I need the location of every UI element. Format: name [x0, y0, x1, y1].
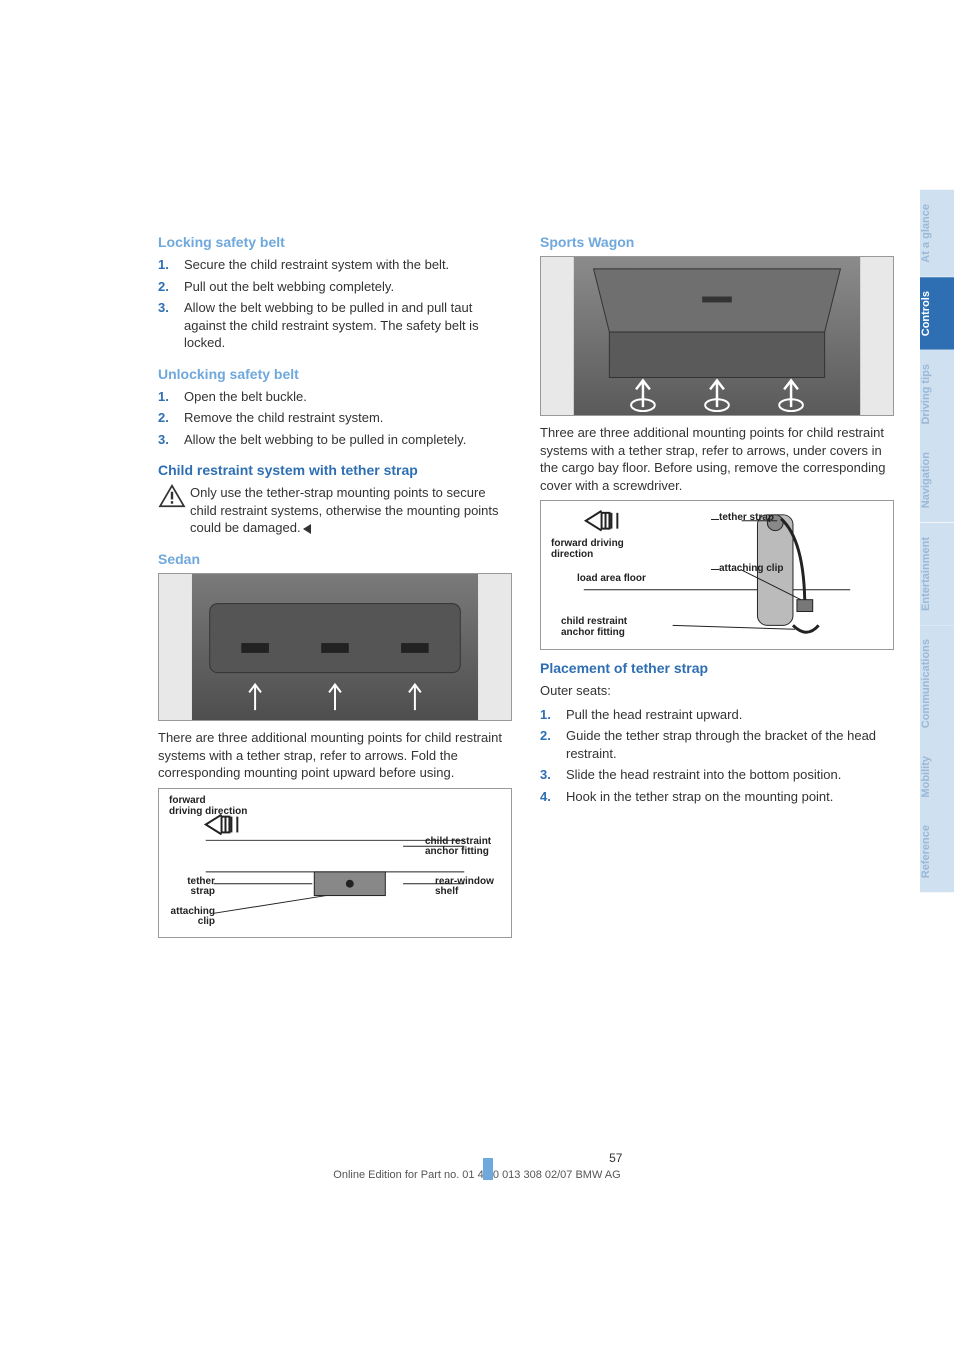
heading-locking: Locking safety belt	[158, 234, 512, 250]
footer-edition-line: Online Edition for Part no. 01 41 0 013 …	[0, 1169, 954, 1181]
heading-tether: Child restraint system with tether strap	[158, 462, 512, 478]
figure-wagon-diagram: forward driving direction load area floo…	[540, 500, 894, 650]
warning-text: Only use the tether-strap mounting point…	[190, 484, 512, 537]
list-item: 1.Open the belt buckle.	[158, 388, 512, 406]
warning-icon	[158, 484, 186, 508]
list-unlocking: 1.Open the belt buckle. 2.Remove the chi…	[158, 388, 512, 449]
list-item: 1.Pull the head restraint upward.	[540, 706, 894, 724]
list-item: 2.Remove the child restraint system.	[158, 409, 512, 427]
list-item: 1.Secure the child restraint system with…	[158, 256, 512, 274]
list-item: 3.Allow the belt webbing to be pulled in…	[158, 431, 512, 449]
tab-navigation[interactable]: Navigation	[920, 438, 954, 522]
tab-controls[interactable]: Controls	[920, 277, 954, 350]
subhead-outer-seats: Outer seats:	[540, 682, 894, 700]
figure-wagon-photo	[540, 256, 894, 416]
tab-entertainment[interactable]: Entertainment	[920, 523, 954, 625]
figure-sedan-photo	[158, 573, 512, 721]
tab-communications[interactable]: Communications	[920, 625, 954, 742]
list-item: 3.Slide the head restraint into the bott…	[540, 766, 894, 784]
warning-box: Only use the tether-strap mounting point…	[158, 484, 512, 537]
list-placement: 1.Pull the head restraint upward. 2.Guid…	[540, 706, 894, 806]
page-number: 57	[609, 1151, 622, 1165]
right-column: Sports Wagon	[540, 220, 894, 946]
tab-driving-tips[interactable]: Driving tips	[920, 350, 954, 439]
tab-reference[interactable]: Reference	[920, 811, 954, 892]
tab-mobility[interactable]: Mobility	[920, 742, 954, 812]
page-number-bar-icon	[483, 1158, 493, 1180]
list-locking: 1.Secure the child restraint system with…	[158, 256, 512, 352]
side-tabs: At a glance Controls Driving tips Naviga…	[920, 190, 954, 893]
left-column: Locking safety belt 1.Secure the child r…	[158, 220, 512, 946]
heading-sedan: Sedan	[158, 551, 512, 567]
page-footer: 57 Online Edition for Part no. 01 41 0 0…	[0, 1147, 954, 1181]
tab-at-a-glance[interactable]: At a glance	[920, 190, 954, 277]
heading-wagon: Sports Wagon	[540, 234, 894, 250]
list-item: 2.Guide the tether strap through the bra…	[540, 727, 894, 762]
figure-sedan-diagram: forward driving direction tether strap a…	[158, 788, 512, 938]
heading-unlocking: Unlocking safety belt	[158, 366, 512, 382]
end-marker-icon	[303, 524, 311, 534]
caption-wagon: Three are three additional mounting poin…	[540, 424, 894, 494]
list-item: 3.Allow the belt webbing to be pulled in…	[158, 299, 512, 352]
list-item: 2.Pull out the belt webbing completely.	[158, 278, 512, 296]
list-item: 4.Hook in the tether strap on the mounti…	[540, 788, 894, 806]
heading-placement: Placement of tether strap	[540, 660, 894, 676]
caption-sedan: There are three additional mounting poin…	[158, 729, 512, 782]
